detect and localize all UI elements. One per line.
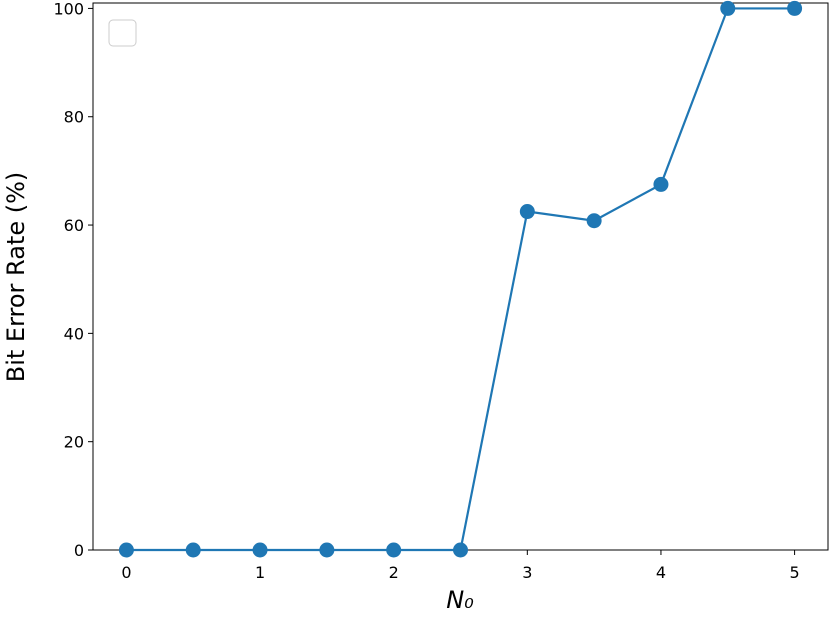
- marker: [319, 542, 335, 558]
- y-tick-label: 20: [64, 433, 84, 452]
- y-tick-label: 40: [64, 324, 84, 343]
- x-axis-label: N₀: [446, 586, 474, 614]
- marker: [720, 0, 736, 16]
- marker: [185, 542, 201, 558]
- x-tick-label: 2: [389, 563, 399, 582]
- marker: [519, 204, 535, 220]
- legend-box: [108, 19, 137, 47]
- x-tick-label: 0: [121, 563, 131, 582]
- marker: [787, 0, 803, 16]
- y-tick-label: 80: [64, 108, 84, 127]
- x-tick-label: 4: [656, 563, 666, 582]
- marker: [453, 542, 468, 558]
- marker: [653, 176, 669, 192]
- y-axis-label: Bit Error Rate (%): [2, 172, 30, 383]
- marker: [586, 213, 602, 229]
- y-tick-label: 100: [53, 0, 84, 18]
- line: [126, 7, 795, 552]
- x-tick-label: 1: [255, 563, 265, 582]
- plot-frame: [92, 2, 829, 551]
- y-tick-label: 0: [74, 541, 84, 560]
- marker: [118, 542, 134, 558]
- marker: [252, 542, 268, 558]
- x-tick-label: 3: [522, 563, 532, 582]
- marker: [386, 542, 402, 558]
- x-tick-label: 5: [789, 563, 799, 582]
- y-tick-label: 60: [64, 216, 84, 235]
